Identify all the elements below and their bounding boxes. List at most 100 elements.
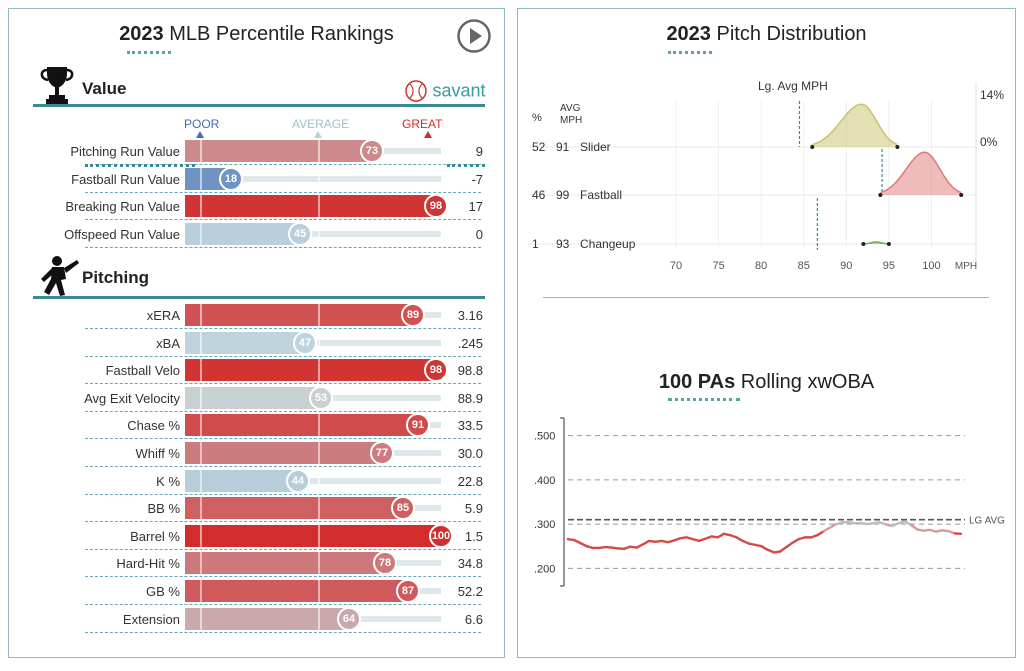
- percentile-gridline: [318, 167, 320, 190]
- pitching-metric-row[interactable]: Fastball Velo 98 98.8: [9, 358, 506, 383]
- pitching-metric-row[interactable]: xBA 47 .245: [9, 330, 506, 355]
- pitch-title-underline: [668, 51, 712, 54]
- value-metric-row[interactable]: Pitching Run Value 73 9: [9, 139, 506, 163]
- pitching-metric-label: K %: [156, 473, 180, 489]
- percentile-bar: [185, 442, 382, 464]
- pitching-metric-row[interactable]: BB % 85 5.9: [9, 496, 506, 521]
- y-tick-label: .500: [534, 431, 555, 443]
- percentile-bar: [185, 386, 321, 409]
- value-metric-label: Fastball Run Value: [71, 171, 180, 187]
- range-max-dot: [959, 193, 964, 197]
- value-metric-label: Pitching Run Value: [70, 144, 180, 159]
- percentile-gridline: [200, 497, 202, 520]
- pitching-metric-label: xBA: [156, 335, 180, 351]
- pitching-metric-value: 22.8: [457, 473, 483, 489]
- pitching-metric-label: Barrel %: [130, 528, 180, 544]
- x-tick-label: 70: [670, 260, 682, 272]
- percentile-gridline: [318, 222, 320, 245]
- range-min-dot: [878, 193, 883, 197]
- great-arrow-icon: [424, 131, 432, 138]
- pitching-metric-row[interactable]: xERA 89 3.16: [9, 303, 506, 327]
- savant-logo[interactable]: savant: [404, 79, 486, 103]
- percentile-bubble: 98: [424, 194, 448, 218]
- percentile-bar: [185, 195, 436, 217]
- percentile-bubble: 77: [370, 441, 394, 465]
- percentile-gridline: [200, 167, 202, 190]
- range-max-dot: [895, 145, 900, 149]
- mph-column-header: MPH: [560, 115, 582, 126]
- percentile-gridline: [318, 331, 320, 354]
- percentile-bar: [185, 552, 385, 575]
- percentile-track: [185, 477, 441, 484]
- percentile-bar: [185, 469, 298, 492]
- percentile-bar: [185, 304, 413, 326]
- pitching-metric-label: Whiff %: [135, 446, 180, 461]
- percentile-gridline: [200, 414, 202, 437]
- percentile-gridline: [200, 580, 202, 602]
- xwoba-segment: [816, 529, 825, 537]
- y-tick-label: .400: [534, 475, 555, 487]
- pitching-metric-row[interactable]: Hard-Hit % 78 34.8: [9, 551, 506, 576]
- average-arrow-icon: [314, 131, 322, 138]
- percentile-gridline: [318, 304, 320, 326]
- percentile-bar: [185, 524, 441, 547]
- percentile-gridline: [200, 195, 202, 217]
- percentile-gridline: [200, 524, 202, 547]
- pitching-metric-value: 30.0: [457, 446, 483, 461]
- x-tick-label: 95: [883, 260, 895, 272]
- pitching-metric-label: Fastball Velo: [105, 363, 180, 379]
- value-metric-label: Breaking Run Value: [65, 199, 180, 214]
- pitching-metric-row[interactable]: GB % 87 52.2: [9, 579, 506, 603]
- percentile-bubble: 91: [406, 413, 430, 438]
- percentile-gridline: [318, 497, 320, 520]
- value-metric-value: 17: [468, 199, 483, 214]
- y-min-label: 0%: [980, 135, 998, 149]
- x-tick-label: 80: [755, 260, 767, 272]
- row-separator: [85, 548, 481, 550]
- pitching-metric-row[interactable]: Avg Exit Velocity 53 88.9: [9, 385, 506, 410]
- pitching-metric-value: 1.5: [464, 528, 483, 544]
- percentile-gridline: [200, 442, 202, 464]
- percentile-gridline: [200, 331, 202, 354]
- percentile-gridline: [318, 607, 320, 630]
- percentile-bar: [185, 414, 418, 437]
- pitching-metric-value: 88.9: [457, 390, 483, 406]
- pitching-metric-row[interactable]: K % 44 22.8: [9, 468, 506, 493]
- percentile-gridline: [318, 414, 320, 437]
- pitching-metric-label: GB %: [146, 584, 180, 599]
- right-panel: 2023 Pitch Distribution % AVG MPH Lg. Avg M…: [517, 8, 1016, 658]
- x-tick-label: 90: [840, 260, 852, 272]
- scale-label-great: GREAT: [402, 117, 443, 131]
- rolling-xwoba-title: 100 PAs Rolling xwOBA: [658, 371, 875, 393]
- pitch-density-area: [880, 152, 962, 195]
- row-separator: [85, 246, 481, 248]
- percentile-gridline: [200, 140, 202, 162]
- row-separator: [85, 355, 481, 357]
- value-metric-row[interactable]: Fastball Run Value 18 -7: [9, 166, 506, 191]
- pitching-metric-row[interactable]: Barrel % 100 1.5: [9, 523, 506, 548]
- pitching-metric-label: BB %: [147, 501, 180, 517]
- xwoba-segment: [778, 545, 788, 553]
- y-tick-label: .300: [534, 519, 555, 531]
- percentile-bubble: 47: [293, 330, 317, 355]
- percentile-gridline: [318, 195, 320, 217]
- pitching-section-header: Pitching: [82, 268, 150, 287]
- percentile-gridline: [200, 552, 202, 575]
- value-metric-row[interactable]: Breaking Run Value 98 17: [9, 194, 506, 218]
- pitching-metric-row[interactable]: Whiff % 77 30.0: [9, 441, 506, 465]
- percentile-gridline: [318, 442, 320, 464]
- percentile-bar: [185, 222, 300, 245]
- pitching-metric-row[interactable]: Extension 64 6.6: [9, 606, 506, 631]
- pitching-metric-row[interactable]: Chase % 91 33.5: [9, 413, 506, 438]
- play-button[interactable]: [457, 19, 491, 53]
- pitching-metric-value: 3.16: [457, 308, 483, 323]
- pitching-metric-label: Chase %: [127, 418, 180, 434]
- pitching-metric-label: Avg Exit Velocity: [84, 390, 180, 406]
- section-divider: [543, 297, 989, 298]
- range-min-dot: [810, 145, 815, 149]
- percentile-bubble: 85: [391, 496, 415, 521]
- pitch-avg-mph: 91: [556, 140, 570, 154]
- value-metric-row[interactable]: Offspeed Run Value 45 0: [9, 221, 506, 246]
- value-metric-value: -7: [471, 171, 483, 187]
- baseball-icon: [405, 80, 427, 102]
